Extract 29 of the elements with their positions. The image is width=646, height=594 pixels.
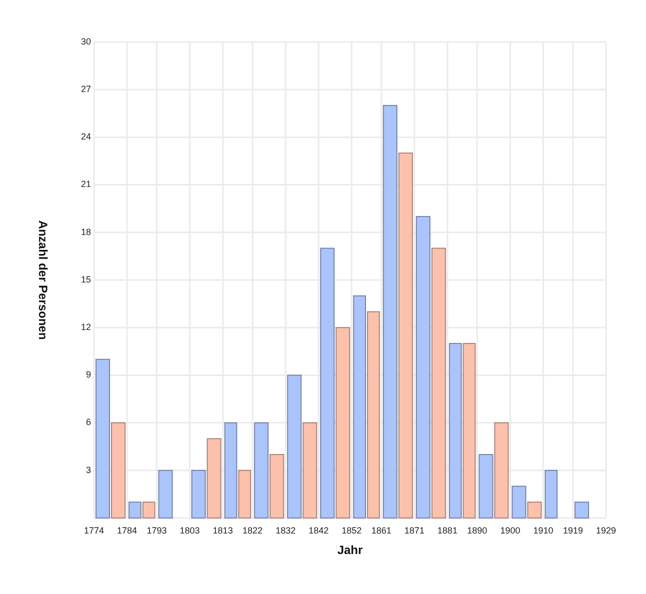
x-tick-label: 1784 — [117, 525, 138, 536]
x-tick-label: 1852 — [342, 525, 362, 536]
x-tick-label: 1803 — [180, 525, 200, 536]
y-tick-label: 30 — [80, 36, 91, 46]
x-axis-title: Jahr — [337, 543, 363, 558]
y-tick-label: 6 — [86, 417, 91, 428]
x-tick-label: 1929 — [596, 525, 616, 536]
y-tick-label: 21 — [80, 179, 91, 190]
x-tick-label: 1871 — [404, 525, 424, 536]
y-tick-label: 24 — [80, 132, 91, 142]
x-tick-label: 1910 — [533, 525, 554, 536]
y-tick-label: 9 — [86, 370, 91, 380]
x-tick-label: 1890 — [467, 525, 488, 536]
x-tick-label: 1842 — [308, 525, 329, 536]
x-tick-label: 1900 — [500, 525, 520, 536]
y-tick-label: 12 — [80, 322, 91, 332]
x-tick-label: 1832 — [276, 525, 296, 536]
x-tick-label: 1822 — [242, 525, 263, 536]
y-axis-title: Anzahl der Personen — [36, 220, 50, 340]
x-tick-label: 1919 — [562, 525, 583, 536]
y-tick-label: 3 — [86, 464, 91, 475]
y-tick-label: 18 — [80, 226, 91, 237]
y-tick-label: 15 — [80, 274, 91, 284]
x-tick-label: 1881 — [437, 525, 458, 536]
y-tick-label: 27 — [80, 84, 91, 94]
x-tick-label: 1793 — [146, 525, 167, 536]
x-tick-label: 1774 — [84, 525, 104, 536]
x-tick-label: 1861 — [371, 525, 392, 536]
x-tick-label: 1813 — [212, 525, 233, 536]
